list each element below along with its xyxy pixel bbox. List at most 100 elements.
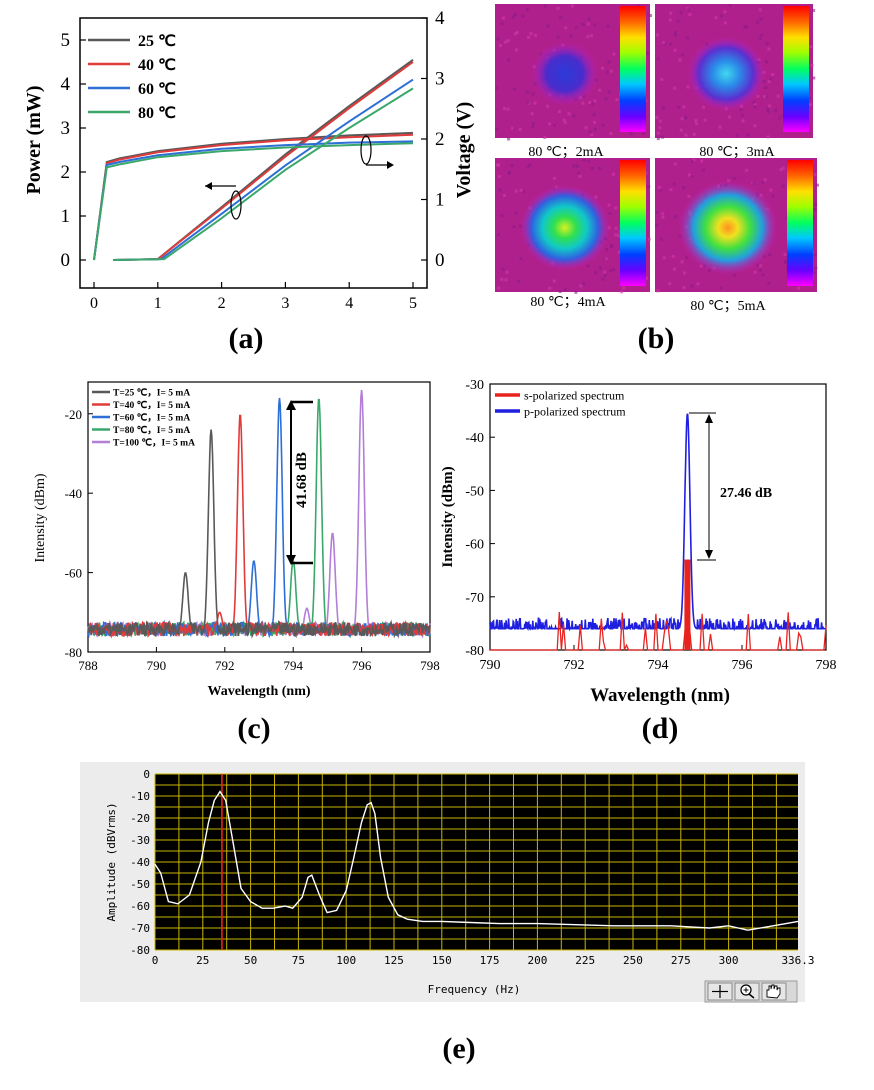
panel-e-xtick: 125 (384, 954, 404, 967)
panel-a-ytick-right: 2 (435, 129, 445, 150)
colorbar (620, 160, 646, 286)
panel-a-ytick: 1 (61, 206, 71, 227)
panel-c-spectrum (87, 414, 431, 639)
panel-d-xlabel: Wavelength (nm) (590, 685, 730, 706)
panel-a-ytick-right: 0 (435, 250, 445, 271)
panel-e-ytick: 0 (143, 768, 150, 781)
panel-e-ytick: -30 (130, 834, 150, 847)
panel-c-label: (c) (237, 712, 270, 745)
panel-c-frame (87, 381, 431, 653)
panel-a-ytick-right: 4 (435, 8, 445, 29)
panel-a-legend-label: 60 ℃ (138, 81, 176, 98)
beam-profile-label: 80 ℃；3mA (699, 145, 775, 160)
panel-a-xtick: 2 (218, 295, 226, 312)
panel-a-voltage-line (93, 133, 414, 261)
panel-a-legend-label: 80 ℃ (138, 105, 176, 122)
panel-c-legend-label: T=60 ℃，I= 5 mA (113, 413, 190, 424)
panel-d-annotation: 27.46 dB (689, 412, 772, 561)
panel-e-chart: 0 25 50 75 100 125 150 175 200 225 250 275 300 336.3 0… (80, 762, 815, 1065)
panel-a-ylabel-right: Voltage (V) (453, 102, 475, 198)
panel-a-xtick: 5 (409, 295, 417, 312)
panel-e-ytick: -20 (130, 812, 150, 825)
panel-a-ylabel: Power (mW) (23, 85, 45, 194)
panel-c-ytick: -80 (65, 645, 82, 660)
panel-c-xtick: 790 (147, 658, 167, 673)
panel-e-xlabel: Frequency (Hz) (428, 983, 521, 996)
panel-e-ylabel: Amplitude (dBVrms) (105, 802, 118, 921)
panel-c-legend-label: T=80 ℃，I= 5 mA (113, 425, 190, 436)
panel-e-xtick: 175 (480, 954, 500, 967)
panel-d-xtick: 792 (564, 658, 585, 673)
panel-c-ytick: -60 (65, 566, 82, 581)
panel-e-xtick: 25 (196, 954, 209, 967)
beam-profile-label: 80 ℃；2mA (528, 145, 604, 160)
panel-e-xtick: 300 (719, 954, 739, 967)
beam-profile-label: 80 ℃；4mA (530, 295, 606, 310)
panel-e-ytick: -10 (130, 790, 150, 803)
panel-e-xtick: 225 (575, 954, 595, 967)
panel-e-xtick: 0 (152, 954, 159, 967)
beam-profile-label: 80 ℃；5mA (690, 299, 766, 314)
panel-a-legend-label: 25 ℃ (138, 33, 176, 50)
panel-d-ytick: -60 (465, 538, 484, 553)
panel-a-ytick: 5 (61, 30, 71, 51)
panel-e-spectrum (154, 790, 799, 931)
panel-a-ytick: 2 (61, 162, 71, 183)
panel-d-legend: s-polarized spectrum p-polarized spectrum (495, 389, 626, 419)
panel-e-xtick: 250 (623, 954, 643, 967)
panel-e-xtick: 100 (336, 954, 356, 967)
beam-profile-image (655, 158, 819, 293)
panel-e-label: (e) (442, 1032, 475, 1065)
panel-d-xtick: 794 (648, 658, 669, 673)
panel-d-xtick: 798 (816, 658, 837, 673)
panel-d-label: (d) (642, 712, 679, 745)
panel-e-xtick: 336.3 (781, 954, 814, 967)
panel-e-toolbar (704, 980, 798, 1003)
panel-a-voltage-arrowhead (387, 161, 394, 169)
panel-b-label: (b) (638, 322, 675, 355)
panel-a-power-arrowhead (205, 182, 212, 190)
panel-a-label: (a) (229, 322, 264, 355)
panel-d-ytick: -40 (465, 431, 484, 446)
panel-d-ytick: -50 (465, 484, 484, 499)
panel-a-xtick: 3 (281, 295, 289, 312)
panel-a-voltage-marker (360, 135, 372, 165)
panel-a-xtick: 4 (345, 295, 353, 312)
panel-d-ytick: -70 (465, 591, 484, 606)
panel-d-ytick: -30 (465, 378, 484, 393)
panel-c-legend-label: T=40 ℃，I= 5 mA (113, 400, 190, 411)
panel-e-xtick: 200 (527, 954, 547, 967)
colorbar (620, 6, 646, 132)
panel-a-ytick-right: 3 (435, 69, 445, 90)
panel-a-ytick-right: 1 (435, 190, 445, 211)
panel-a-voltage-line (93, 140, 414, 261)
panel-c-spectrum (87, 429, 431, 639)
panel-a-voltage-line (93, 142, 414, 261)
panel-c-xlabel: Wavelength (nm) (207, 684, 310, 699)
panel-a-voltage-line (93, 131, 414, 261)
panel-a-ytick: 4 (61, 74, 71, 95)
panel-a-power-line (113, 87, 414, 261)
panel-d-legend-label: p-polarized spectrum (524, 405, 626, 419)
panel-d-ytick: -80 (465, 644, 484, 659)
panel-d-s-peak (684, 559, 691, 650)
panel-e-xtick: 50 (244, 954, 257, 967)
panel-d-p-spectrum (489, 413, 826, 632)
panel-d-annotation-text: 27.46 dB (720, 486, 772, 501)
zoom-tool-icon[interactable] (734, 982, 760, 1001)
panel-c-xtick: 796 (352, 658, 372, 673)
panel-c-xtick: 788 (78, 658, 98, 673)
panel-a-xtick: 0 (90, 295, 98, 312)
panel-a-legend-label: 40 ℃ (138, 57, 176, 74)
panel-d-ylabel: Intensity (dBm) (440, 466, 456, 567)
panel-a-power-marker (230, 190, 242, 220)
panel-a-chart: 0 1 2 3 4 5 0 1 2 3 4 5 0 1 2 3 4 Power (mW) Voltage (V)… (23, 8, 475, 355)
panel-e-ytick: -40 (130, 856, 150, 869)
panel-a-ytick: 0 (61, 250, 71, 271)
crosshair-tool-icon[interactable] (707, 982, 733, 1001)
panel-d-xtick: 790 (480, 658, 501, 673)
beam-profile-image (495, 4, 652, 141)
pan-hand-tool-icon[interactable] (761, 982, 787, 1001)
panel-c-ylabel: Intensity (dBm) (33, 473, 48, 562)
colorbar (783, 6, 809, 132)
